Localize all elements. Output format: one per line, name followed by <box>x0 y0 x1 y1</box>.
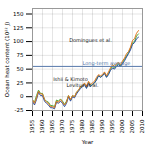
svg-text:2010: 2010 <box>139 119 145 133</box>
svg-text:Year: Year <box>81 139 94 145</box>
svg-text:Ocean heat content (10²² J): Ocean heat content (10²² J) <box>4 22 11 97</box>
svg-text:1965: 1965 <box>49 119 55 133</box>
svg-text:1960: 1960 <box>39 119 45 133</box>
svg-text:1995: 1995 <box>109 119 115 133</box>
svg-text:Ishii & Kimoto: Ishii & Kimoto <box>53 76 88 82</box>
svg-text:150: 150 <box>13 11 24 17</box>
svg-text:2000: 2000 <box>119 119 125 133</box>
svg-text:50: 50 <box>17 66 24 72</box>
svg-text:100: 100 <box>13 38 24 44</box>
svg-text:1990: 1990 <box>99 119 105 133</box>
svg-text:125: 125 <box>13 25 24 31</box>
svg-text:25: 25 <box>17 80 24 86</box>
svg-text:-25: -25 <box>15 107 24 113</box>
svg-text:75: 75 <box>17 52 24 58</box>
svg-text:2005: 2005 <box>129 119 135 133</box>
svg-text:0: 0 <box>20 93 24 99</box>
svg-text:Long-term average: Long-term average <box>83 60 131 67</box>
svg-text:1985: 1985 <box>89 119 95 133</box>
svg-text:1980: 1980 <box>79 119 85 133</box>
svg-text:Domingues et al.: Domingues et al. <box>69 37 112 44</box>
svg-text:1970: 1970 <box>59 119 65 133</box>
svg-text:1975: 1975 <box>69 119 75 133</box>
svg-text:Levitus et al.: Levitus et al. <box>66 82 99 88</box>
svg-text:1955: 1955 <box>29 119 35 133</box>
